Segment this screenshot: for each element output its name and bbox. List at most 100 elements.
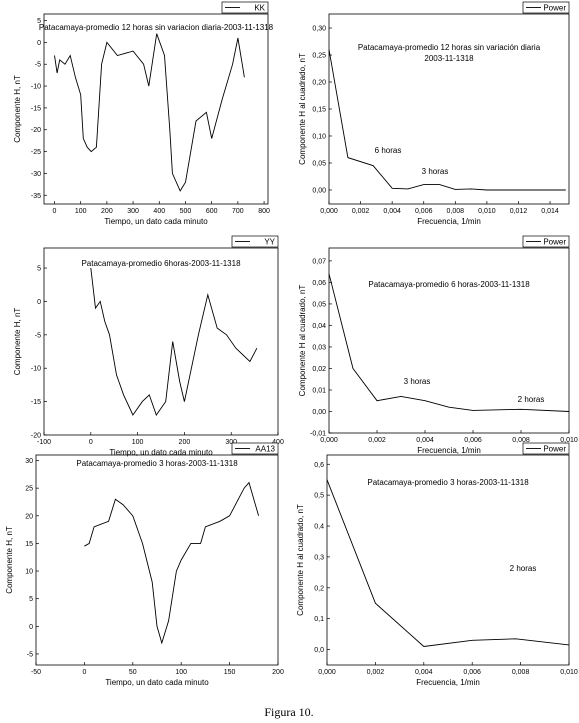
y-tick-label: -20 [31,127,41,134]
y-tick-label: -15 [31,105,41,112]
y-tick-label: -25 [31,149,41,156]
x-tick-label: 0,006 [415,208,433,215]
x-axis-label: Frecuencia, 1/min [417,446,481,455]
y-axis-label: Componente H, nT [13,75,22,143]
y-tick-label: 0,06 [312,280,326,287]
x-tick-label: 0 [53,208,57,215]
caption: Figura 10. [264,705,313,719]
x-tick-label: 150 [224,669,236,676]
y-tick-label: -5 [35,62,41,69]
x-axis-label: Frecuencia, 1/min [417,217,481,226]
x-axis-label: Tiempo, un dato cada minuto [109,448,213,457]
x-tick-label: 50 [129,669,137,676]
y-tick-label: 5 [37,18,41,25]
plot-frame [43,247,279,436]
y-tick-label: 0,02 [312,366,326,373]
y-tick-label: 5 [37,266,41,273]
x-tick-label: 800 [258,208,270,215]
x-tick-label: 400 [272,439,284,446]
x-tick-label: 0,000 [318,669,336,676]
legend-label: YY [264,238,275,247]
annotation: 6 horas [375,146,402,155]
x-tick-label: 0,000 [320,208,338,215]
y-tick-label: 0,04 [312,323,326,330]
y-tick-label: -0,01 [310,431,326,438]
legend-box [231,442,279,455]
y-tick-label: -35 [31,193,41,200]
x-tick-label: 0,002 [367,669,385,676]
y-tick-label: 0,00 [312,409,326,416]
x-tick-label: 0,002 [352,208,370,215]
x-tick-label: 200 [179,439,191,446]
x-tick-label: 0,008 [447,208,465,215]
x-tick-label: 0,004 [383,208,401,215]
legend-box [221,1,269,14]
y-tick-label: 0,05 [312,301,326,308]
y-tick-label: 0,6 [314,462,324,469]
plot-frame [43,13,269,205]
x-axis-label: Tiempo, un dato cada minuto [104,217,208,226]
annotation: 2 horas [518,395,545,404]
y-tick-label: -20 [31,433,41,440]
legend-label: KK [254,4,265,13]
chart-title: Patacamaya-promedio 6 horas-2003-11-1318 [368,280,530,289]
x-tick-label: 0,008 [512,669,530,676]
y-tick-label: 15 [25,541,33,548]
y-tick-label: 0,5 [314,493,324,500]
x-tick-label: 400 [153,208,165,215]
data-line [84,481,260,645]
y-tick-label: 0,20 [312,80,326,87]
x-tick-label: -50 [31,669,41,676]
y-tick-label: 30 [25,458,33,465]
x-tick-label: 0,006 [464,437,482,444]
y-tick-label: 0,07 [312,258,326,265]
y-tick-label: 0,03 [312,344,326,351]
chart-title: Patacamaya-promedio 3 horas-2003-11-1318 [367,478,529,487]
x-tick-label: 300 [127,208,139,215]
chart-title: Patacamaya-promedio 12 horas sin variaci… [39,23,274,32]
y-tick-label: 10 [25,569,33,576]
legend-label: Power [543,445,566,454]
legend-label: Power [543,238,566,247]
x-tick-label: 0,010 [560,437,578,444]
y-tick-label: 0 [29,624,33,631]
y-tick-label: 0,15 [312,107,326,114]
y-tick-label: 0 [37,299,41,306]
y-tick-label: -30 [31,171,41,178]
x-tick-label: 0,008 [512,437,530,444]
y-axis-label: Componente H, nT [5,526,14,594]
plot-frame [35,454,279,666]
data-line [328,273,570,412]
y-tick-label: -15 [31,399,41,406]
y-tick-label: -10 [31,84,41,91]
x-tick-label: 0,012 [510,208,528,215]
y-axis-label: Componente H, nT [13,308,22,376]
x-axis-label: Tiempo, un dato cada minuto [105,678,209,687]
chart-title: Patacamaya-promedio 3 horas-2003-11-1318 [76,459,238,468]
x-tick-label: 700 [232,208,244,215]
legend-box [522,1,570,14]
plot-frame [326,454,570,666]
y-tick-label: 25 [25,486,33,493]
y-tick-label: 20 [25,513,33,520]
x-tick-label: 500 [180,208,192,215]
y-axis-label: Componente H al cuadrado, nT [296,504,305,616]
annotation: 3 horas [422,167,449,176]
legend-box [522,235,570,248]
y-tick-label: 0 [37,40,41,47]
y-tick-label: 0,3 [314,554,324,561]
x-tick-label: 100 [75,208,87,215]
data-line [54,33,245,192]
x-tick-label: 0,000 [320,437,338,444]
x-tick-label: 0,014 [541,208,559,215]
x-tick-label: 0,010 [560,669,578,676]
legend-label: Power [543,4,566,13]
x-tick-label: 0,002 [368,437,386,444]
x-tick-label: 200 [101,208,113,215]
x-axis-label: Frecuencia, 1/min [416,678,480,687]
legend-label: AA13 [255,445,275,454]
y-tick-label: 0,30 [312,26,326,33]
data-line [326,479,570,647]
x-tick-label: 0,004 [416,437,434,444]
